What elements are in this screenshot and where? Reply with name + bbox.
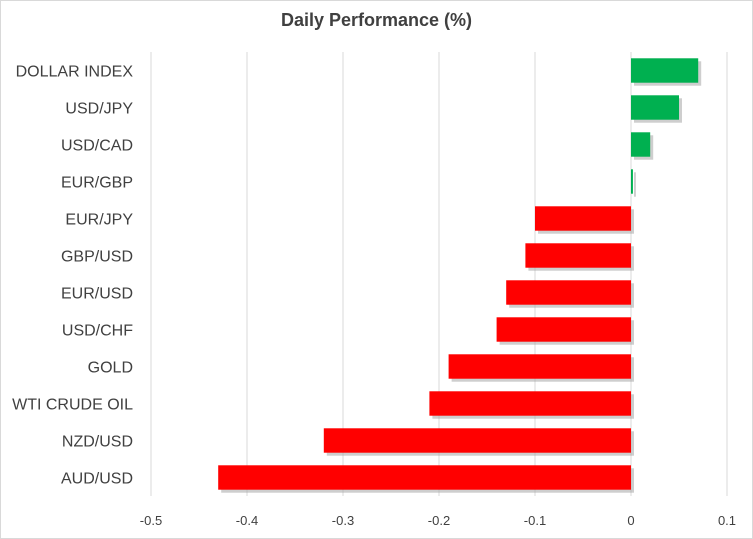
bar	[323, 428, 631, 453]
bar-shadow	[634, 172, 636, 197]
category-label: WTI CRUDE OIL	[12, 397, 133, 414]
category-label: USD/CHF	[62, 323, 133, 340]
category-label: EUR/USD	[61, 286, 133, 303]
bar	[218, 465, 631, 490]
category-label: GBP/USD	[61, 249, 133, 266]
x-tick-label: -0.4	[236, 513, 258, 528]
x-tick-label: -0.2	[428, 513, 450, 528]
category-label: EUR/JPY	[65, 212, 133, 229]
bar	[506, 280, 631, 305]
bar	[631, 58, 699, 83]
x-tick-label: -0.5	[140, 513, 162, 528]
category-label: DOLLAR INDEX	[16, 64, 134, 81]
category-label: USD/CAD	[61, 138, 133, 155]
bar	[631, 95, 679, 120]
x-tick-label: 0	[627, 513, 634, 528]
bar	[535, 206, 631, 231]
x-tick-label: -0.3	[332, 513, 354, 528]
x-tick-label: 0.1	[718, 513, 736, 528]
category-label: USD/JPY	[65, 101, 133, 118]
category-label: NZD/USD	[62, 434, 133, 451]
bar	[631, 169, 633, 194]
bar	[448, 354, 631, 379]
bar	[631, 132, 651, 157]
category-label: GOLD	[88, 360, 133, 377]
bar	[429, 391, 631, 416]
bar	[525, 243, 631, 268]
category-label: AUD/USD	[61, 471, 133, 488]
x-tick-label: -0.1	[524, 513, 546, 528]
bar	[496, 317, 631, 342]
category-label: EUR/GBP	[61, 175, 133, 192]
chart-title: Daily Performance (%)	[280, 10, 473, 30]
